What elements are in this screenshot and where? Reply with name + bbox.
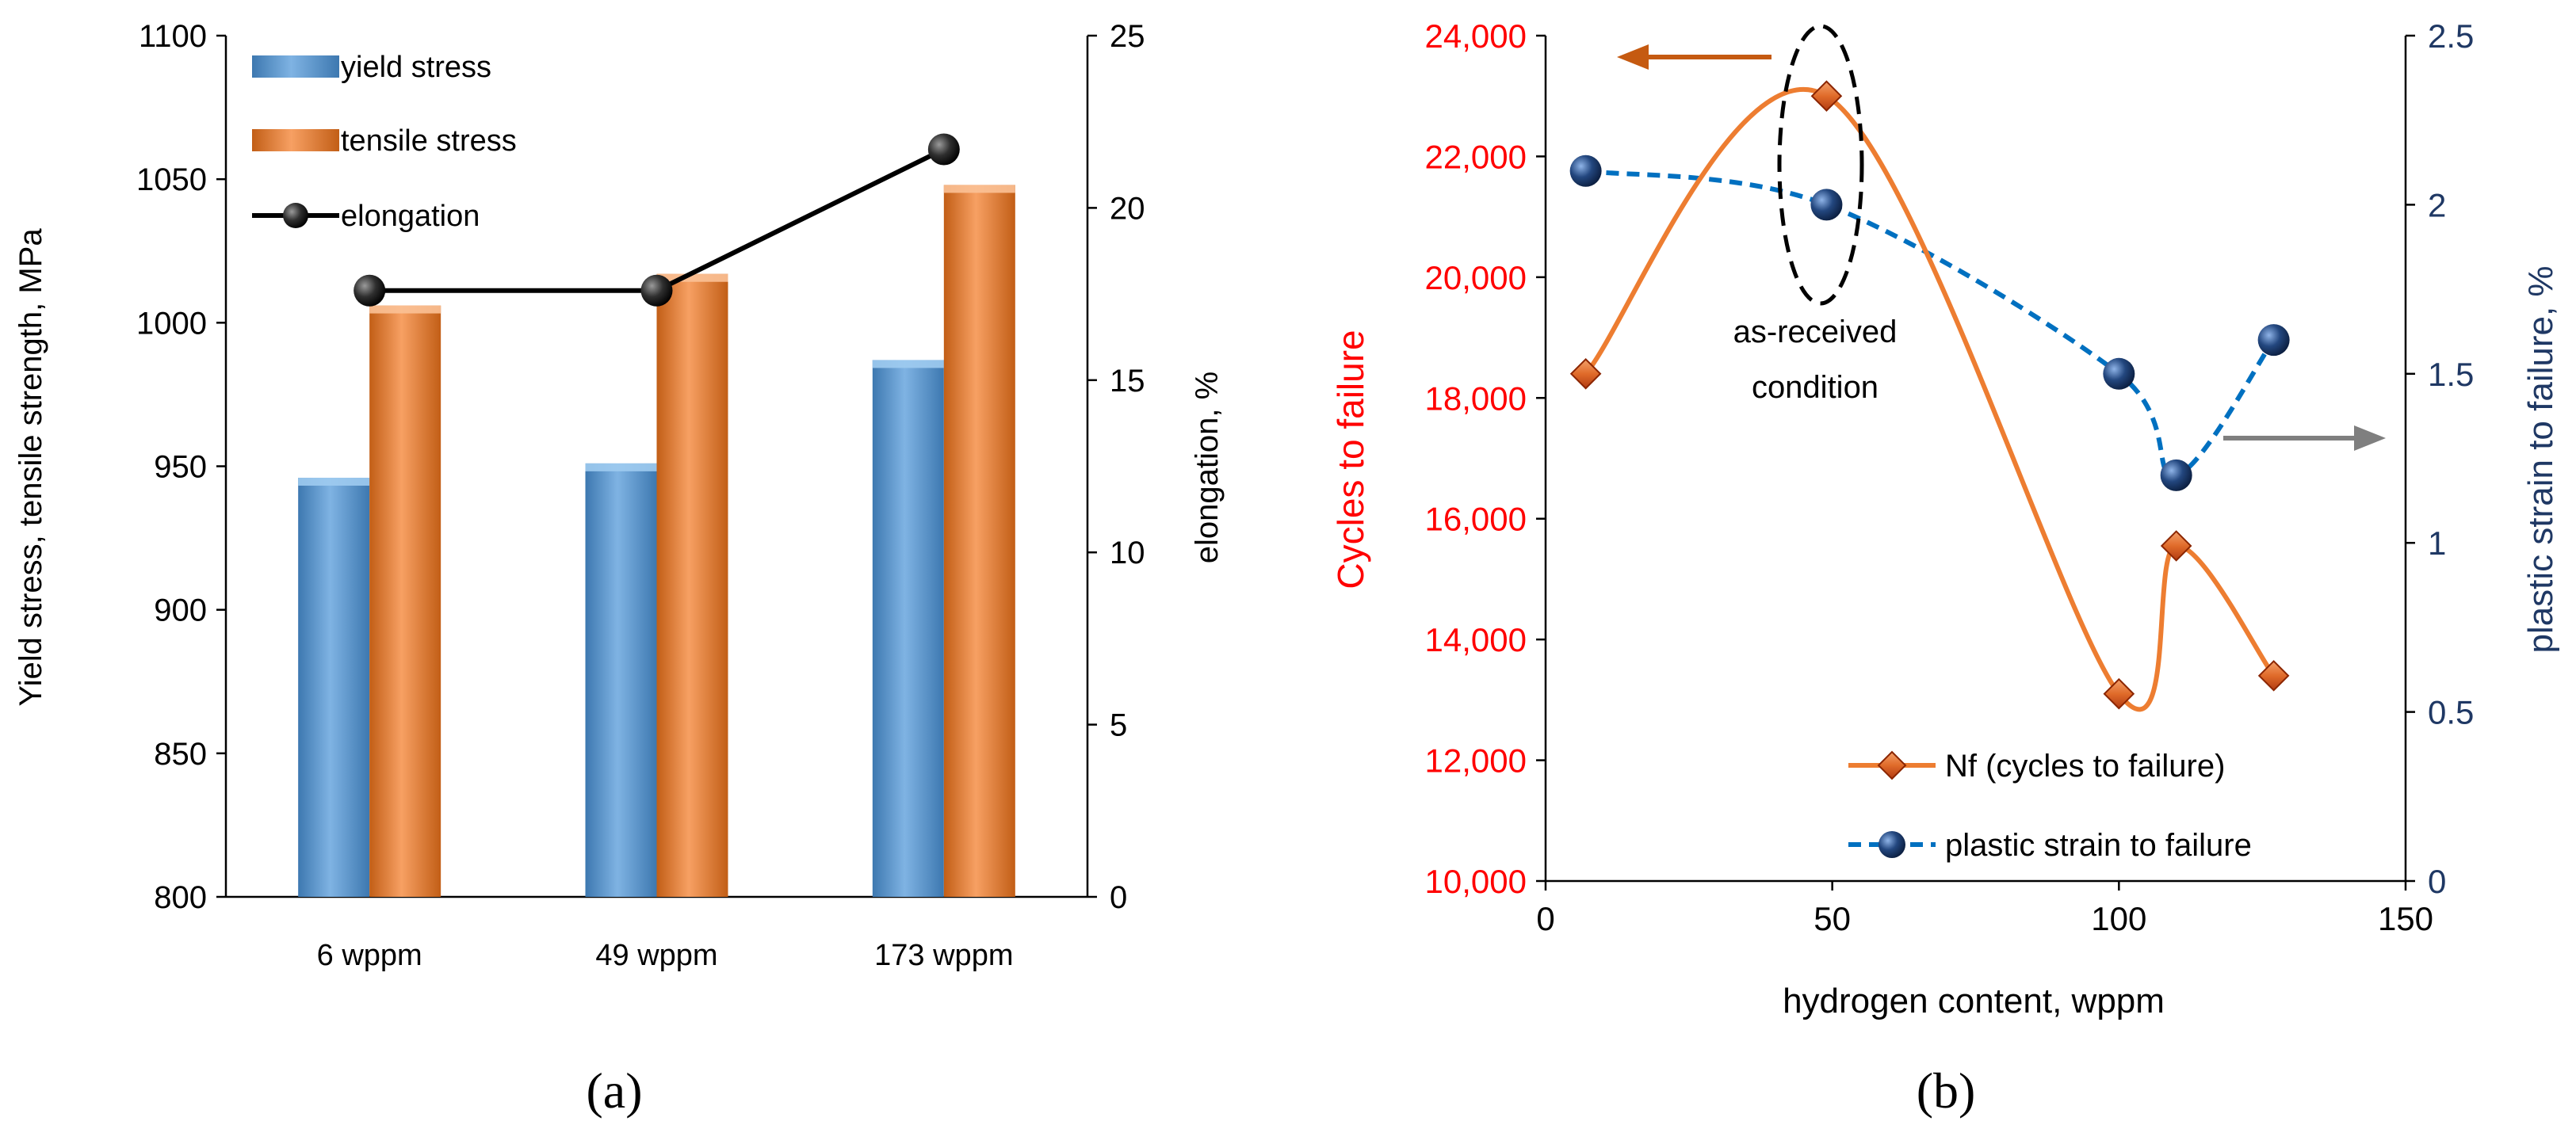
panel-a-left-tick-label: 950: [154, 450, 207, 485]
panel-b-left-tick-label: 22,000: [1425, 138, 1527, 175]
panel-a-left-tick-label: 1100: [139, 19, 207, 54]
panel-a-right-tick-label: 20: [1110, 191, 1145, 226]
panel-b-legend: Nf (cycles to failure) plastic strain to…: [1848, 749, 2252, 863]
panel-a-caption: (a): [586, 1062, 642, 1119]
panel-b-x-tick-label: 50: [1814, 900, 1851, 937]
bar-yield-stress-cap: [298, 477, 370, 486]
panel-a-right-axis-label: elongation, %: [1190, 372, 1225, 563]
panel-a-right-tick-label: 0: [1110, 880, 1127, 915]
bar-yield-stress: [872, 360, 944, 898]
nf-cycles-line: [1584, 86, 2276, 712]
right-axis-pointer-arrow: [2223, 425, 2386, 451]
bar-yield-stress: [298, 477, 370, 897]
bar-yield-stress-cap: [585, 463, 657, 471]
bar-tensile-stress-cap: [656, 273, 728, 282]
as-received-annotation-line2: condition: [1752, 370, 1878, 405]
panel-a-left-tick-label: 1050: [136, 162, 207, 197]
legend-label-plastic: plastic strain to failure: [1945, 828, 2252, 863]
legend-marker-nf: [1877, 750, 1907, 780]
left-axis-pointer-arrow: [1617, 44, 1771, 70]
as-received-annotation-line1: as-received: [1733, 315, 1898, 349]
panel-b-x-ticks: 0 50 100 150: [1536, 881, 2433, 937]
panel-b-right-ticks: 0 0.5 1 1.5 2 2.5: [2406, 17, 2474, 900]
panel-a-right-tick-label: 25: [1110, 19, 1145, 54]
panel-b-series: [1569, 80, 2290, 712]
panel-b-x-tick-label: 100: [2091, 900, 2146, 937]
panel-a-category-label: 173 wppm: [874, 939, 1013, 972]
plastic-strain-point: [2103, 357, 2135, 390]
plastic-strain-line: [1585, 168, 2276, 479]
panel-b-left-ticks: 10,000 12,000 14,000 16,000 18,000 20,000 22,0…: [1425, 17, 1546, 900]
panel-b: 10,000 12,000 14,000 16,000 18,000 20,000 22,0…: [1330, 17, 2560, 1119]
nf-cycles-point: [1569, 358, 1602, 390]
panel-b-left-tick-label: 20,000: [1425, 259, 1527, 296]
panel-a-legend: yield stress tensile stress elongation: [252, 51, 517, 233]
nf-cycles-point: [2257, 660, 2290, 692]
elongation-point: [927, 133, 960, 166]
panel-a-right-tick-label: 15: [1110, 364, 1145, 399]
legend-label-nf: Nf (cycles to failure): [1945, 749, 2225, 784]
panel-b-left-tick-label: 14,000: [1425, 621, 1527, 658]
bar-tensile-stress: [656, 273, 728, 897]
panel-a-elongation-series: [354, 133, 960, 307]
panel-a-category-label: 49 wppm: [595, 939, 717, 972]
panel-b-right-tick-label: 1.5: [2428, 356, 2474, 393]
panel-b-left-tick-label: 16,000: [1425, 501, 1527, 538]
panel-b-right-tick-label: 2.5: [2428, 17, 2474, 55]
panel-b-left-tick-label: 10,000: [1425, 863, 1527, 900]
panel-a-bars: [298, 185, 1015, 898]
panel-b-x-tick-label: 150: [2378, 900, 2433, 937]
legend-label-tensile: tensile stress: [341, 124, 517, 158]
elongation-point: [354, 274, 386, 307]
panel-a-left-tick-label: 1000: [136, 306, 207, 341]
bar-tensile-stress-cap: [369, 305, 441, 314]
panel-b-right-tick-label: 1: [2428, 524, 2446, 562]
bar-tensile-stress-cap: [943, 185, 1015, 193]
elongation-point: [640, 274, 673, 307]
panel-a-right-tick-label: 5: [1110, 708, 1127, 743]
bar-tensile-stress: [369, 305, 441, 897]
panel-b-caption: (b): [1917, 1062, 1976, 1119]
nf-cycles-point: [1810, 80, 1843, 113]
panel-a-left-tick-label: 900: [154, 593, 207, 628]
panel-a-left-tick-label: 850: [154, 737, 207, 772]
panel-a-left-ticks: 800 850 900 950 1000 1050 1100: [136, 19, 226, 915]
plastic-strain-point: [2257, 324, 2290, 357]
panel-b-x-tick-label: 0: [1536, 900, 1554, 937]
panel-a-left-axis-label: Yield stress, tensile strength, MPa: [13, 228, 48, 707]
bar-yield-stress: [585, 463, 657, 897]
as-received-ellipse: [1777, 24, 1864, 306]
legend-swatch-yield: [252, 55, 339, 78]
panel-b-left-tick-label: 18,000: [1425, 380, 1527, 417]
panel-a-right-ticks: 0 5 10 15 20 25: [1087, 19, 1145, 915]
panel-a-left-tick-label: 800: [154, 880, 207, 915]
panel-b-right-tick-label: 0.5: [2428, 694, 2474, 731]
panel-a-category-labels: 6 wppm 49 wppm 173 wppm: [317, 939, 1014, 972]
legend-marker-plastic: [1878, 831, 1905, 858]
legend-label-elongation: elongation: [341, 200, 480, 233]
legend-label-yield: yield stress: [341, 51, 491, 84]
plastic-strain-point: [1569, 154, 1602, 187]
panel-b-right-tick-label: 2: [2428, 186, 2446, 223]
bar-tensile-stress: [943, 185, 1015, 897]
panel-a: 800 850 900 950 1000 1050 1100 0 5 10 15 20 25 6 wp…: [13, 19, 1225, 1119]
panel-b-left-tick-label: 12,000: [1425, 742, 1527, 780]
panel-a-right-tick-label: 10: [1110, 536, 1145, 570]
plastic-strain-point: [2160, 459, 2192, 491]
panel-a-category-label: 6 wppm: [317, 939, 422, 972]
nf-cycles-point: [2160, 530, 2192, 562]
bar-yield-stress-cap: [872, 360, 944, 368]
legend-marker-elongation: [283, 203, 308, 228]
panel-b-left-axis-label: Cycles to failure: [1330, 330, 1371, 589]
panel-b-right-tick-label: 0: [2428, 863, 2446, 900]
panel-b-left-tick-label: 24,000: [1425, 17, 1527, 55]
plastic-strain-point: [1810, 189, 1843, 221]
legend-swatch-tensile: [252, 129, 339, 151]
panel-b-right-axis-label: plastic strain to failure, %: [2521, 265, 2560, 653]
nf-cycles-point: [2103, 677, 2135, 710]
panel-b-x-axis-label: hydrogen content, wppm: [1783, 982, 2165, 1020]
